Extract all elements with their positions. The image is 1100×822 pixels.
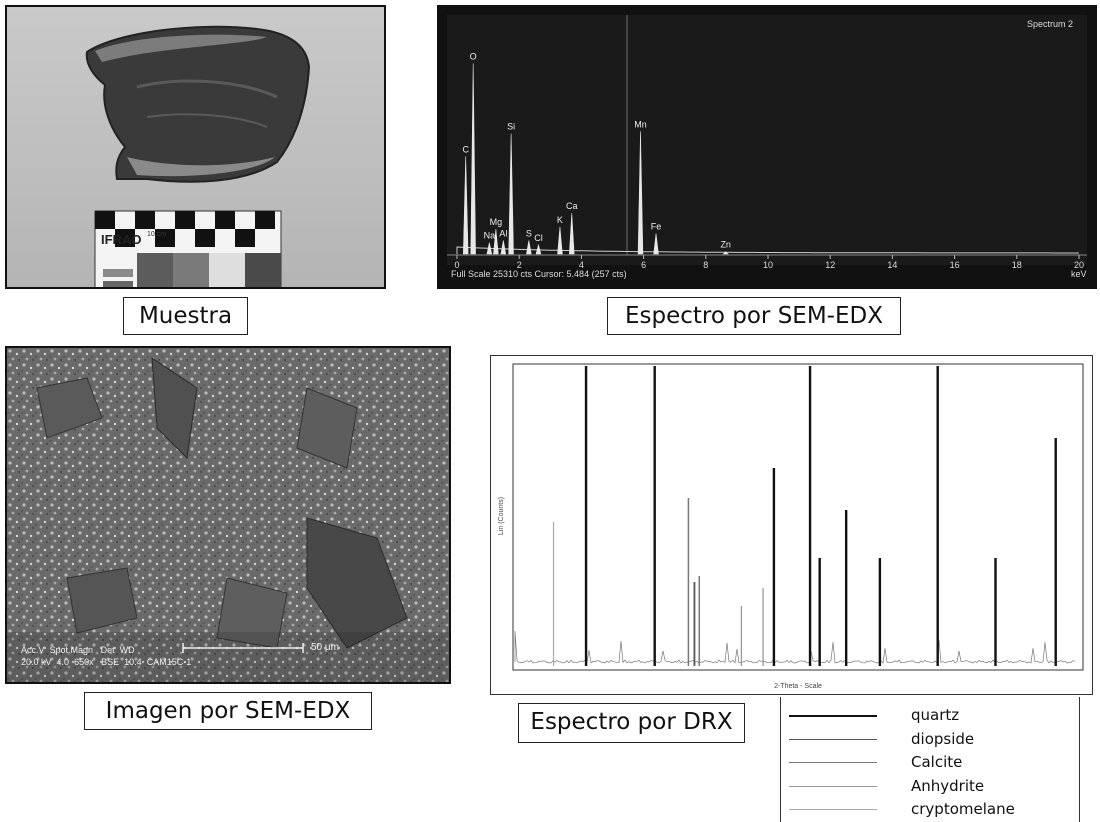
legend-item: quartz xyxy=(781,703,1081,727)
edx-peak xyxy=(463,156,469,255)
edx-tick-label: 18 xyxy=(1012,260,1022,270)
edx-peak-label: Mg xyxy=(490,217,503,227)
edx-peak-label: Zn xyxy=(720,240,731,250)
ifrao-scale xyxy=(94,210,282,287)
caption-drx-spectrum: Espectro por DRX xyxy=(518,703,745,743)
legend-item: diopside xyxy=(781,727,1081,751)
legend-swatch xyxy=(789,738,877,740)
drx-ylabel: Lin (Counts) xyxy=(498,497,505,535)
legend-swatch xyxy=(789,785,877,787)
edx-tick-label: 20 xyxy=(1074,260,1084,270)
edx-peak-label: S xyxy=(526,228,532,238)
edx-tick-label: 14 xyxy=(887,260,897,270)
drx-xlabel: 2-Theta - Scale xyxy=(774,683,822,690)
edx-peak-label: Mn xyxy=(634,119,647,129)
caption-edx-spectrum: Espectro por SEM-EDX xyxy=(607,297,901,335)
edx-tick-label: 16 xyxy=(950,260,960,270)
edx-spectrum-chart: Spectrum 2 Full Scale 25310 cts Cursor: … xyxy=(447,15,1087,279)
sem-scalebar-label: 50 µm xyxy=(311,642,339,653)
caption-muestra: Muestra xyxy=(123,297,248,335)
edx-peak-label: Fe xyxy=(651,222,662,232)
edx-peak-label: Na xyxy=(484,231,496,241)
edx-peak xyxy=(470,63,476,255)
drx-spectrum-chart: Lin (Counts) 2-Theta - Scale xyxy=(498,363,1084,690)
edx-tick-label: 0 xyxy=(454,260,459,270)
legend-swatch xyxy=(789,809,877,810)
legend-label: diopside xyxy=(911,729,975,748)
legend-label: Anhydrite xyxy=(911,776,985,795)
edx-peak-label: K xyxy=(557,215,563,225)
legend-item: cryptomelane xyxy=(781,797,1081,821)
edx-peak-label: Cl xyxy=(534,233,543,243)
edx-peak-label: O xyxy=(470,51,477,61)
sample-photo-drawing xyxy=(85,25,311,287)
edx-peak xyxy=(493,229,499,255)
edx-spectrum-label: Spectrum 2 xyxy=(1027,19,1073,29)
edx-baseline xyxy=(456,246,1079,254)
edx-tick-label: 4 xyxy=(579,260,584,270)
sem-accv: 20.0 kV xyxy=(21,657,52,667)
edx-peak xyxy=(535,243,542,255)
edx-peak xyxy=(569,213,575,255)
edx-peak xyxy=(500,240,507,255)
sem-image-drawing xyxy=(7,348,449,682)
sem-wd-label: WD xyxy=(119,645,135,655)
edx-spectrum-panel: Spectrum 2 Full Scale 25310 cts Cursor: … xyxy=(437,5,1097,289)
drx-spectrum-panel: Lin (Counts) 2-Theta - Scale xyxy=(490,355,1093,695)
legend-label: quartz xyxy=(911,706,960,724)
edx-tick-label: 6 xyxy=(641,260,646,270)
edx-peak xyxy=(722,251,729,255)
edx-footer: Full Scale 25310 cts Cursor: 5.484 (257 … xyxy=(451,269,627,279)
ifrao-brand: IFRAO xyxy=(101,232,142,247)
sem-spot-label: Spot Magn xyxy=(49,645,94,655)
legend-label: cryptomelane xyxy=(911,800,1015,818)
legend-label: Calcite xyxy=(911,753,963,771)
edx-tick-label: 10 xyxy=(763,260,773,270)
edx-peak xyxy=(637,131,644,255)
edx-peak xyxy=(526,240,532,255)
edx-peak-label: Al xyxy=(499,228,507,238)
sem-info-bar: Acc.V Spot Magn Det WD 20.0 kV 4.0 650x … xyxy=(21,644,191,668)
sample-photo: IFRAO 10 cm xyxy=(5,5,386,289)
legend-swatch xyxy=(789,762,877,763)
edx-tick-label: 2 xyxy=(517,260,522,270)
edx-unit: keV xyxy=(1071,269,1087,279)
edx-peak-label: Si xyxy=(507,122,515,132)
sem-spot: 4.0 xyxy=(56,657,70,667)
edx-peak xyxy=(653,233,659,255)
caption-sem-image: Imagen por SEM-EDX xyxy=(84,692,372,730)
sem-sample: CAM15C-1 xyxy=(146,657,192,667)
drx-legend: quartz diopside Calcite Anhydrite cryptomela… xyxy=(780,697,1080,822)
edx-peak-label: Ca xyxy=(566,201,578,211)
edx-peak-label: C xyxy=(462,144,469,154)
edx-peak xyxy=(557,226,563,255)
legend-swatch xyxy=(789,715,877,717)
legend-item: Anhydrite xyxy=(781,774,1081,798)
edx-peak xyxy=(508,133,514,255)
sem-det-label: Det xyxy=(100,645,115,655)
sem-det: BSE xyxy=(101,657,120,667)
edx-tick-label: 12 xyxy=(825,260,835,270)
drx-background-trace xyxy=(514,630,1076,664)
sem-magn: 650x xyxy=(74,657,94,667)
sem-wd: 10.4 xyxy=(124,657,142,667)
sem-accv-label: Acc.V xyxy=(21,645,45,655)
edx-tick-label: 8 xyxy=(703,260,708,270)
edx-peak xyxy=(486,242,493,255)
legend-item: Calcite xyxy=(781,750,1081,774)
ifrao-unit: 10 cm xyxy=(147,231,167,238)
sem-image: Acc.V Spot Magn Det WD 20.0 kV 4.0 650x … xyxy=(5,346,451,684)
